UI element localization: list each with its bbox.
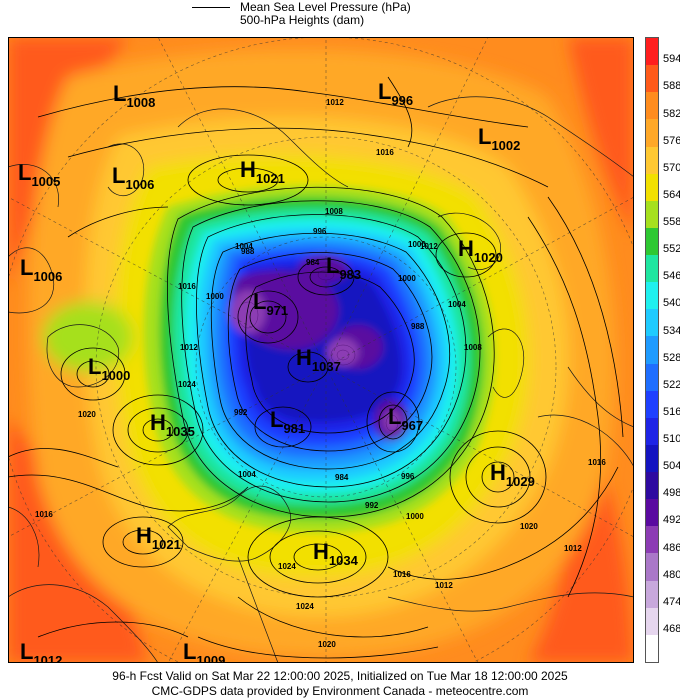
colorbar-label: 534: [663, 324, 680, 337]
colorbar-segment: [646, 92, 658, 120]
colorbar-segment: [646, 173, 658, 201]
colorbar-segment: [646, 119, 658, 147]
isobar-label: 1004: [235, 242, 253, 251]
isobar-label: 1016: [376, 148, 394, 157]
colorbar-segment: [646, 255, 658, 283]
colorbar-label: 504: [663, 460, 680, 473]
colorbar-segment: [646, 634, 658, 662]
isobar-label: 1008: [464, 343, 482, 352]
colorbar-label: 468: [663, 623, 680, 636]
isobar-label: 1012: [180, 343, 198, 352]
height-colorbar: [645, 37, 659, 663]
isobar-label: 1024: [296, 602, 314, 611]
isobar-label: 1012: [420, 242, 438, 251]
colorbar-segment: [646, 444, 658, 472]
isobar-label: 1024: [178, 380, 196, 389]
isobar-label: 984: [335, 473, 349, 482]
colorbar-label: 570: [663, 161, 680, 174]
low-pressure-center: L983: [326, 253, 361, 282]
isobar-label: 996: [401, 472, 415, 481]
colorbar-segment: [646, 580, 658, 608]
isobar-label: 988: [411, 322, 425, 331]
isobar-label: 996: [313, 227, 327, 236]
colorbar-segment: [646, 336, 658, 364]
weather-map: 1012101610089961004988984100010121016100…: [8, 37, 634, 663]
colorbar-label: 492: [663, 514, 680, 527]
colorbar-segment: [646, 472, 658, 500]
colorbar-label: 486: [663, 541, 680, 554]
isobar-label: 992: [234, 408, 248, 417]
colorbar-label: 540: [663, 297, 680, 310]
colorbar-segment: [646, 200, 658, 228]
isobar-label: 1000: [206, 292, 224, 301]
colorbar-segment: [646, 390, 658, 418]
isobar-labels: 1012101610089961004988984100010121016100…: [35, 98, 606, 649]
colorbar-label: 576: [663, 134, 680, 147]
colorbar-label: 522: [663, 378, 680, 391]
colorbar-segment: [646, 65, 658, 93]
colorbar-segment: [646, 499, 658, 527]
isobar-label: 988: [241, 247, 255, 256]
colorbar-label: 588: [663, 80, 680, 93]
colorbar-segment: [646, 526, 658, 554]
isobar-label: 1004: [448, 300, 466, 309]
colorbar-label: 558: [663, 216, 680, 229]
isobar-label: 1016: [35, 510, 53, 519]
isobar-label: 1020: [520, 522, 538, 531]
isobar-label: 984: [306, 258, 320, 267]
colorbar-segment: [646, 38, 658, 66]
isobar-label: 1016: [178, 282, 196, 291]
isobar-label: 1012: [564, 544, 582, 553]
colorbar-label: 474: [663, 595, 680, 608]
isobars: [8, 76, 624, 659]
data-credit-caption: CMC-GDPS data provided by Environment Ca…: [151, 684, 529, 698]
colorbar-label: 546: [663, 270, 680, 283]
colorbar-label: 528: [663, 351, 680, 364]
isobar-label: 1024: [278, 562, 296, 571]
low-pressure-center: L971: [253, 289, 288, 318]
colorbar-label: 516: [663, 405, 680, 418]
colorbar-segment: [646, 363, 658, 391]
colorbar-segment: [646, 227, 658, 255]
isobar-label: 1008: [325, 207, 343, 216]
colorbar-segment: [646, 282, 658, 310]
colorbar-label: 582: [663, 107, 680, 120]
colorbar-label: 552: [663, 243, 680, 256]
isobar-label: 1000: [406, 512, 424, 521]
isobar-label: 1012: [435, 581, 453, 590]
isobar-label: 1000: [408, 240, 426, 249]
colorbar-label: 594: [663, 53, 680, 66]
colorbar-segment: [646, 146, 658, 174]
colorbar-label: 480: [663, 568, 680, 581]
colorbar-label: 510: [663, 433, 680, 446]
isobar-label: 1016: [588, 458, 606, 467]
isobar-label: 1020: [318, 640, 336, 649]
colorbar-label: 564: [663, 188, 680, 201]
colorbar-segment: [646, 553, 658, 581]
colorbar-segment: [646, 309, 658, 337]
header-heights-label: 500-hPa Heights (dam): [240, 13, 365, 27]
isobar-label: 1020: [78, 410, 96, 419]
colorbar-segment: [646, 417, 658, 445]
isobar-label: 992: [365, 501, 379, 510]
isobar-label: 1004: [238, 470, 256, 479]
deep-trough-contours: [237, 269, 399, 432]
header-mslp-label: Mean Sea Level Pressure (hPa): [240, 0, 411, 14]
mslp-legend-line: [192, 7, 230, 8]
isobar-label: 1012: [326, 98, 344, 107]
forecast-valid-caption: 96-h Fcst Valid on Sat Mar 22 12:00:00 2…: [112, 669, 568, 683]
colorbar-segment: [646, 607, 658, 635]
isobar-label: 1016: [393, 570, 411, 579]
isobar-label: 1000: [398, 274, 416, 283]
colorbar-label: 498: [663, 487, 680, 500]
